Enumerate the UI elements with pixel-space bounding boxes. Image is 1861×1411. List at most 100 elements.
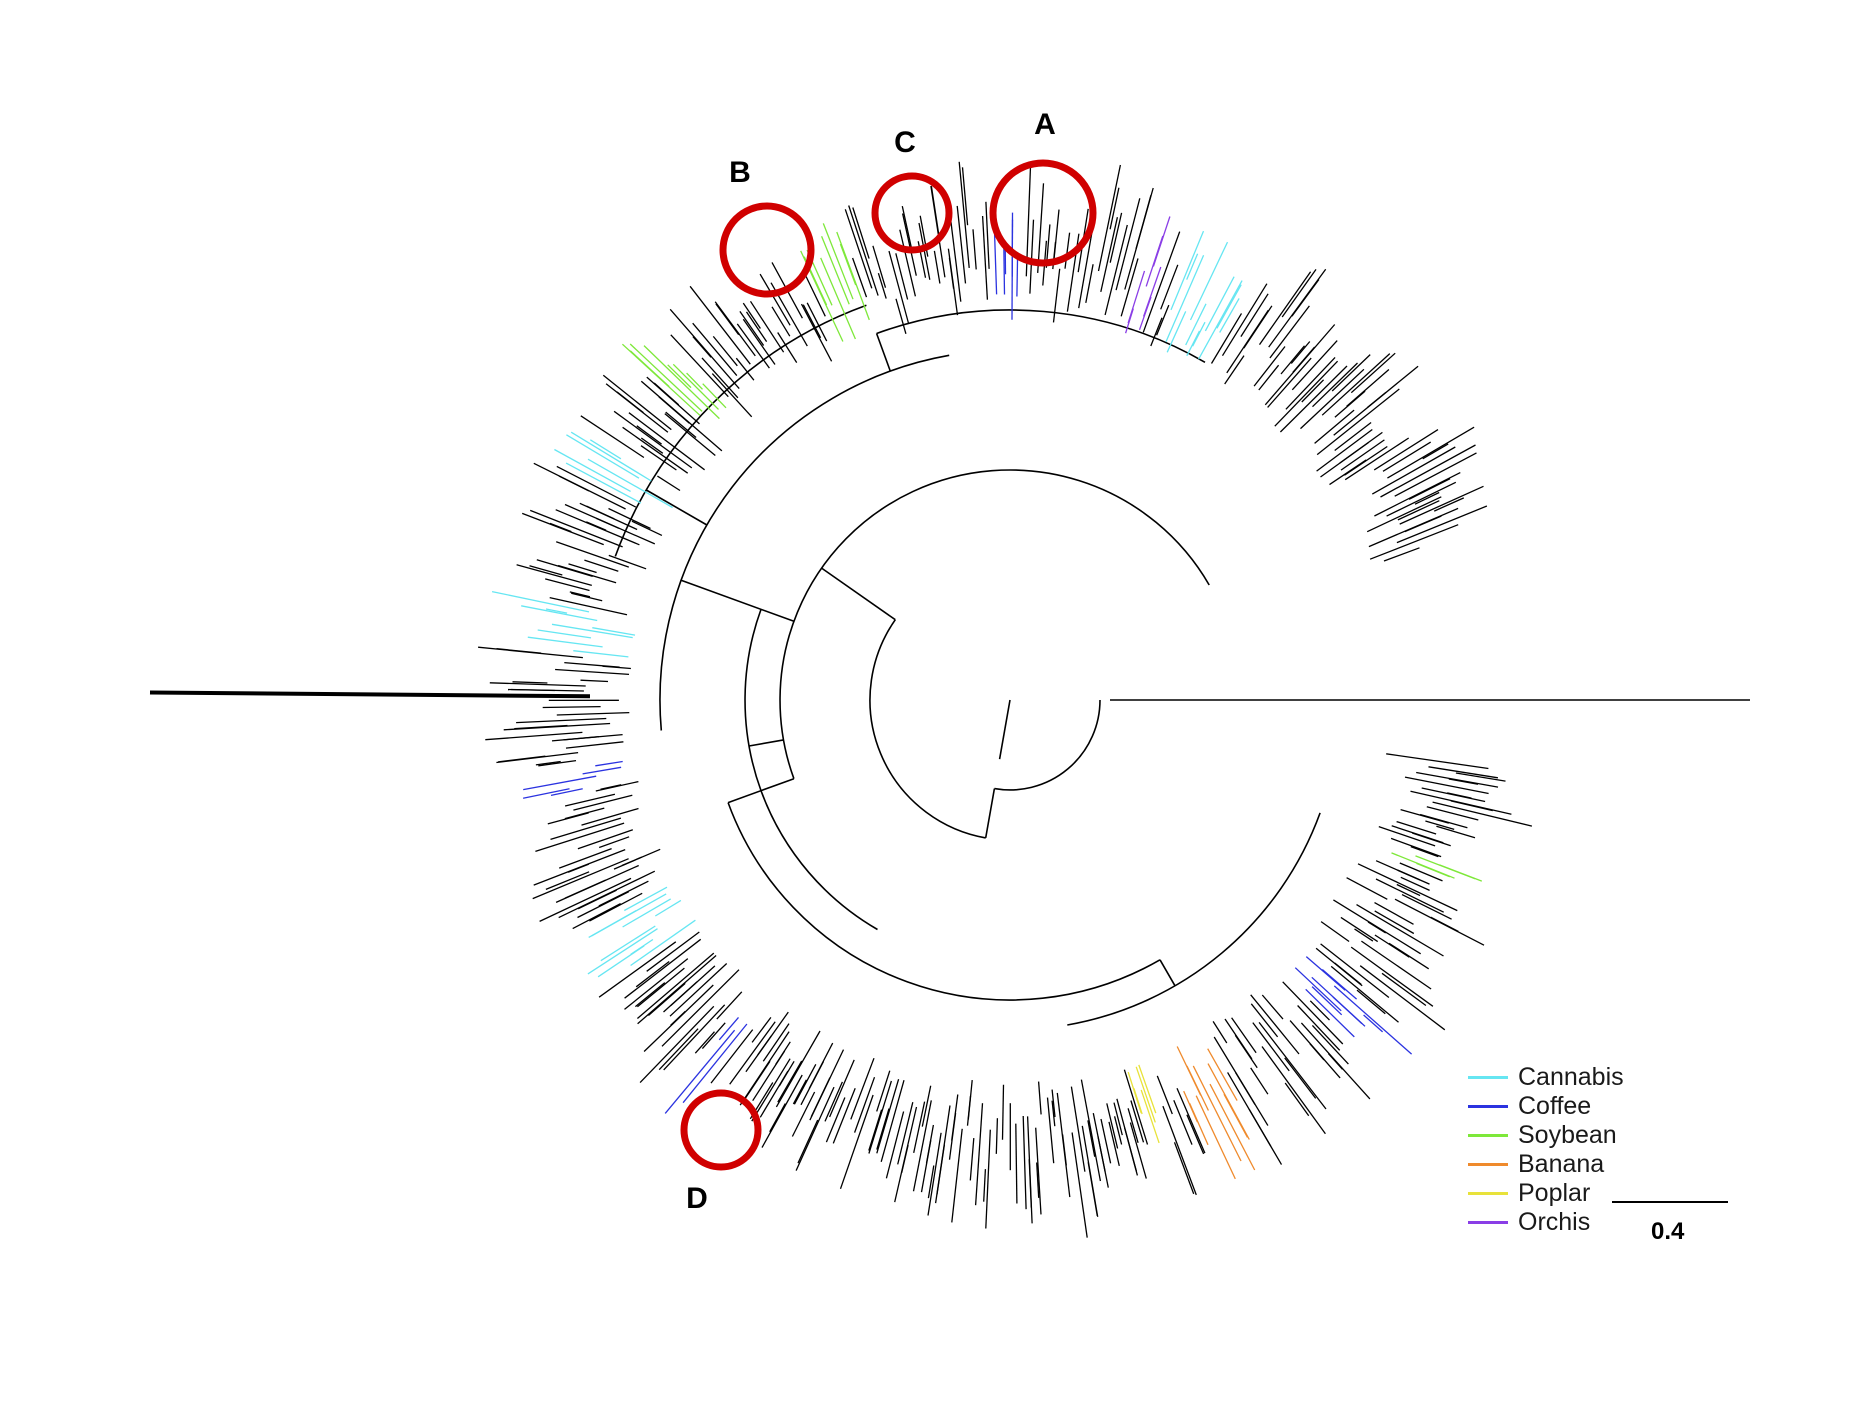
tip-branch xyxy=(545,608,568,614)
tip-branch xyxy=(1404,515,1442,533)
tip-branch xyxy=(803,271,826,317)
tip-branch xyxy=(549,522,572,533)
tip-branch xyxy=(948,257,955,289)
tip-branch xyxy=(657,475,681,492)
tip-branch xyxy=(623,886,668,912)
tip-branch xyxy=(1394,452,1477,497)
tip-branch xyxy=(1189,1103,1209,1146)
tip-branch xyxy=(592,627,636,636)
tip-branch xyxy=(689,285,751,365)
tip-branch xyxy=(1378,825,1436,847)
tip-branch xyxy=(888,250,910,325)
tip-branch xyxy=(1223,1093,1249,1138)
tip-branch xyxy=(573,650,629,658)
tip-branch xyxy=(1356,904,1444,957)
tip-branch xyxy=(958,161,970,268)
tip-branch xyxy=(512,681,548,684)
tip-branch xyxy=(1140,1089,1160,1144)
tip-branch xyxy=(791,1091,816,1137)
tip-branch xyxy=(496,648,542,654)
marker-label-b: B xyxy=(729,156,751,189)
tip-branch xyxy=(1330,965,1399,1023)
legend-swatch-poplar xyxy=(1468,1191,1508,1195)
tip-branch xyxy=(839,243,857,286)
tip-branch xyxy=(491,590,590,613)
tip-branch xyxy=(1224,355,1245,385)
tip-branch xyxy=(669,963,728,1017)
tip-branch xyxy=(485,731,583,741)
tip-branch xyxy=(514,724,568,730)
tip-branch xyxy=(716,991,743,1020)
tip-branch xyxy=(876,1070,891,1112)
tip-branch xyxy=(569,591,591,598)
tip-branch xyxy=(555,668,630,676)
tip-branch xyxy=(692,336,712,358)
tip-branch xyxy=(1113,1102,1123,1136)
tip-branch xyxy=(948,1112,957,1160)
tip-branch xyxy=(948,208,962,302)
tip-branch xyxy=(714,301,756,357)
tip-branch xyxy=(556,465,637,508)
tip-branch xyxy=(1240,293,1269,337)
tip-branch xyxy=(1252,1022,1290,1072)
tip-branch xyxy=(1344,445,1388,476)
tip-branch xyxy=(1253,346,1286,387)
tip-branch xyxy=(1176,1088,1206,1154)
tip-branch xyxy=(1243,305,1273,349)
tip-branch xyxy=(762,1023,790,1062)
tip-branch xyxy=(664,413,716,457)
legend-swatch-coffee xyxy=(1468,1104,1508,1108)
tip-branch xyxy=(851,257,868,298)
tip-branch xyxy=(1397,869,1421,881)
tip-branch xyxy=(1016,254,1019,297)
tip-branch xyxy=(927,1132,942,1216)
tip-branch xyxy=(597,945,645,978)
tip-branch xyxy=(777,1060,803,1103)
tip-branch xyxy=(712,335,738,367)
tip-branch xyxy=(1248,1108,1272,1147)
tip-branch xyxy=(1332,996,1363,1025)
tip-branch xyxy=(751,1058,791,1122)
tip-branch xyxy=(1108,1121,1120,1167)
tip-branch xyxy=(901,205,913,251)
tip-branch xyxy=(1361,940,1432,990)
tip-branch xyxy=(1071,1132,1088,1238)
tip-branch xyxy=(670,1010,686,1026)
tip-branch xyxy=(1291,340,1338,391)
tip-branch xyxy=(802,304,822,339)
tip-branch xyxy=(573,794,633,811)
tip-branch xyxy=(596,517,620,529)
tip-branch xyxy=(1160,264,1179,310)
tip-branch xyxy=(1334,421,1372,452)
tip-branch xyxy=(521,605,598,622)
tip-branch xyxy=(1430,916,1459,932)
tip-branch xyxy=(1150,317,1163,347)
tip-branch xyxy=(1070,1086,1086,1172)
tip-branch xyxy=(868,1080,893,1154)
tip-branch xyxy=(1357,863,1458,912)
tip-branch xyxy=(1320,943,1390,999)
legend-swatch-banana xyxy=(1468,1162,1508,1166)
tip-branch xyxy=(822,223,854,300)
backbone-arc xyxy=(1067,812,1321,1026)
tip-branch xyxy=(1387,426,1475,479)
tip-branch xyxy=(1170,230,1205,311)
tip-branch xyxy=(1416,862,1451,878)
tip-branch xyxy=(598,836,630,849)
tip-branch xyxy=(661,969,740,1047)
tip-branch xyxy=(669,308,740,390)
tip-branch xyxy=(535,822,625,853)
tip-branch xyxy=(624,938,702,999)
tip-branch xyxy=(1455,772,1506,782)
tip-branch xyxy=(1250,1067,1269,1095)
tip-branch xyxy=(692,322,738,377)
tip-branch xyxy=(1331,354,1371,392)
tip-branch xyxy=(1309,1043,1325,1061)
tip-branch xyxy=(1371,446,1456,495)
tip-branch xyxy=(1207,1048,1238,1101)
legend-label-soybean: Soybean xyxy=(1518,1120,1617,1149)
tip-branch xyxy=(549,596,628,616)
tip-branch xyxy=(1433,497,1465,512)
tip-branch xyxy=(1152,216,1171,267)
tip-branch xyxy=(507,688,555,692)
